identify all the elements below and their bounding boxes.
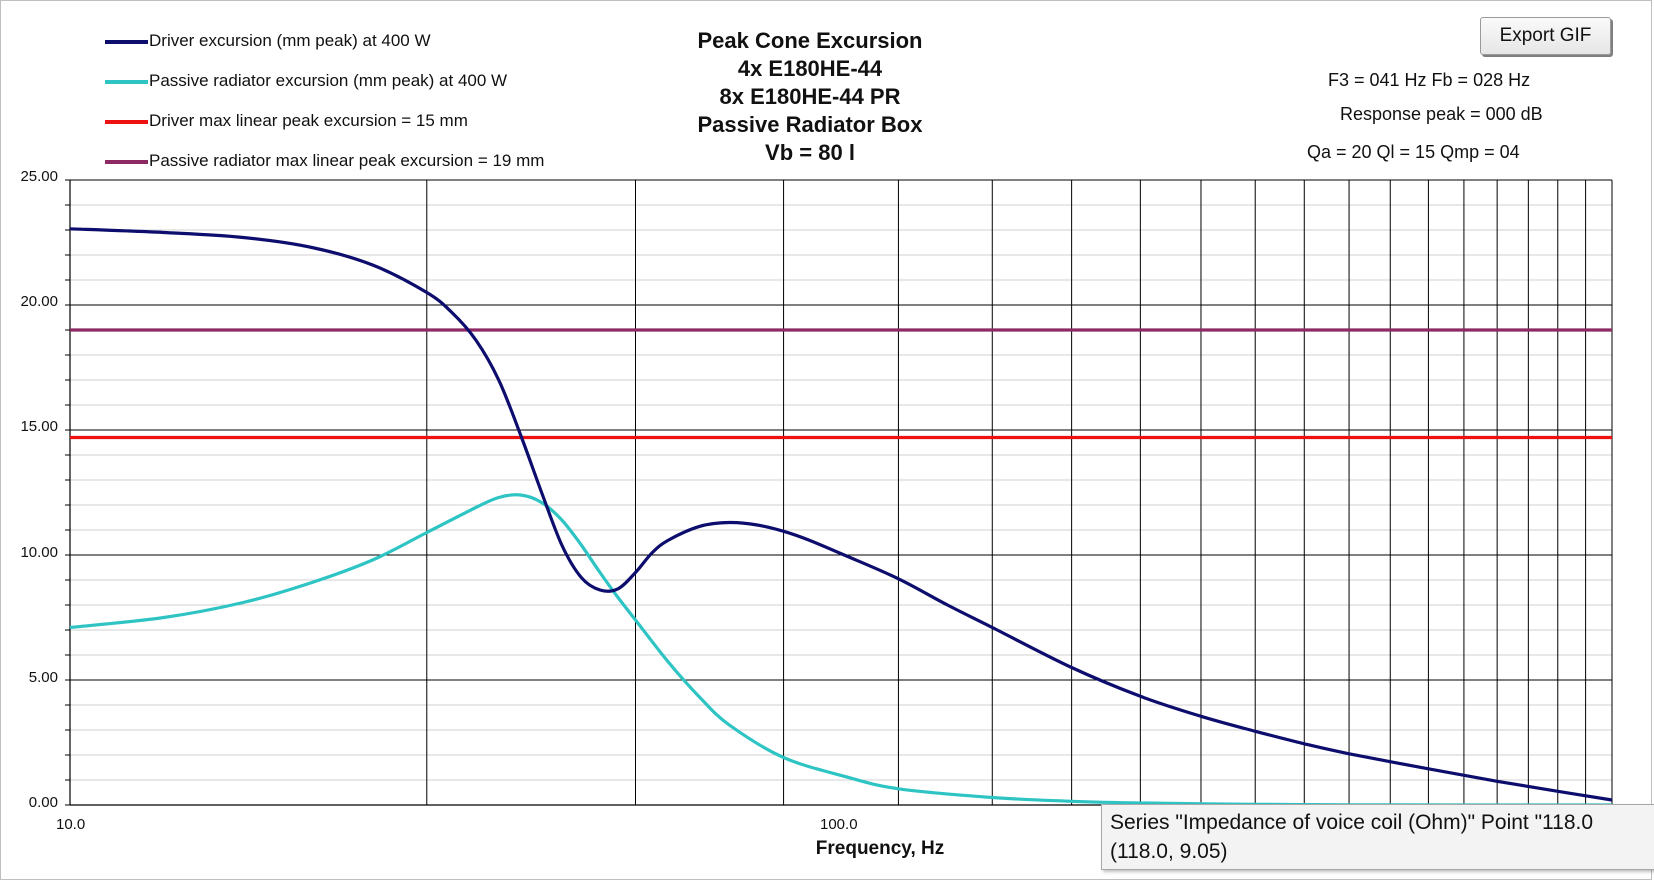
legend-swatch-driver-limit (105, 120, 148, 124)
title-line-1: Peak Cone Excursion (697, 28, 923, 53)
title-line-5: Vb = 80 l (765, 140, 855, 165)
export-gif-button[interactable]: Export GIF (1480, 17, 1611, 55)
x-tick-label-10: 10.0 (56, 816, 86, 833)
tooltip-line-2: (118.0, 9.05) (1110, 840, 1228, 863)
title-line-2: 4x E180HE-44 (737, 56, 883, 81)
y-tick-label-20: 20.00 (20, 293, 58, 310)
info-q-values: Qa = 20 Ql = 15 Qmp = 04 (1307, 142, 1520, 162)
legend-label-passive: Passive radiator excursion (mm peak) at … (149, 71, 508, 90)
chart-title: Peak Cone Excursion 4x E180HE-44 8x E180… (640, 27, 980, 167)
data-point-tooltip: Series "Impedance of voice coil (Ohm)" P… (1101, 804, 1654, 870)
y-tick-label-15: 15.00 (20, 418, 58, 435)
x-tick-label-100: 100.0 (820, 816, 858, 833)
legend-label-driver: Driver excursion (mm peak) at 400 W (149, 31, 431, 50)
series-driver-excursion (69, 227, 1613, 802)
series-passive-excursion (69, 493, 1612, 807)
legend-label-driver-limit: Driver max linear peak excursion = 15 mm (149, 111, 468, 130)
legend-label-passive-limit: Passive radiator max linear peak excursi… (149, 151, 545, 170)
y-tick-label-5: 5.00 (28, 669, 58, 686)
legend-swatch-driver (105, 40, 148, 44)
y-tick-label-25: 25.00 (20, 168, 58, 185)
title-line-3: 8x E180HE-44 PR (719, 84, 901, 109)
x-axis-label: Frequency, Hz (815, 838, 945, 859)
tooltip-line-1: Series "Impedance of voice coil (Ohm)" P… (1110, 811, 1594, 834)
legend-swatch-passive-limit (105, 160, 148, 164)
y-tick-label-0: 0.00 (28, 794, 58, 811)
y-tick-label-10: 10.00 (20, 544, 58, 561)
legend-swatch-passive (105, 80, 148, 84)
plot-area (70, 180, 1612, 805)
info-f3-fb: F3 = 041 Hz Fb = 028 Hz (1328, 70, 1531, 90)
info-response-peak: Response peak = 000 dB (1340, 104, 1543, 124)
title-line-4: Passive Radiator Box (697, 112, 923, 137)
